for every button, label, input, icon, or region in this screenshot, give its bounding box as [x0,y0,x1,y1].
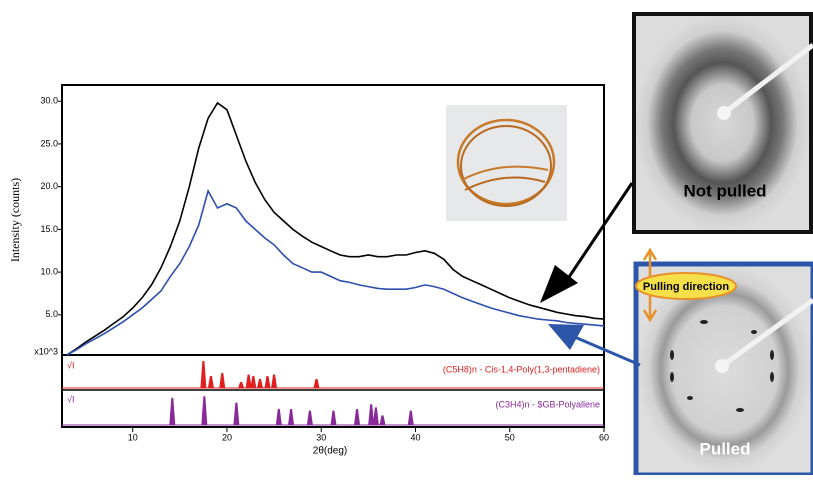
data-line [66,101,605,356]
y-tick-label: 10.0 [40,266,58,276]
peak [330,410,337,425]
peak [354,409,361,425]
image-not-pulled: Not pulled [632,12,813,234]
peak [275,409,282,425]
panel-y-label: √I [67,394,74,404]
y-tick-label: 15.0 [40,224,58,234]
direction-badge [635,272,737,300]
peak [288,409,295,425]
x-tick-label: 10 [128,432,138,442]
band [456,118,556,206]
pointer-arrow [563,182,634,284]
peak [368,404,375,425]
beamstop [722,43,813,115]
pointer-arrow [569,333,641,367]
data-line [66,188,605,356]
peak [238,382,245,388]
peak [313,379,320,388]
x-tick-label: 50 [505,432,515,442]
peak [233,402,240,425]
peak [264,376,271,388]
panel-y-label: √I [67,360,74,370]
direction-label: Pulling direction [643,281,729,293]
x-tick-label: 40 [410,432,420,442]
pointer-head [540,265,578,303]
y-multiplier: x10^3 [34,346,58,356]
pulling-direction: Pulling direction [635,247,737,323]
panel-title: (C5H8)n - Cis-1,4-Poly(1,3-pentadiene) [443,364,600,374]
peak [306,410,313,425]
peak [169,397,176,425]
x-axis-label: 2θ(deg) [313,446,347,457]
x-tick-label: 30 [316,432,326,442]
plot-frame [61,84,605,428]
y-tick-label: 25.0 [40,138,58,148]
peak [379,415,386,425]
band [461,165,549,181]
reflections [670,320,774,412]
image-label: Pulled [699,439,750,458]
beamstop [717,106,731,120]
peak [250,376,257,388]
y-tick-label: 30.0 [40,96,58,106]
y-axis-label: Intensity (counts) [8,178,22,262]
image-label: Not pulled [683,181,766,200]
diffraction-image [632,12,813,234]
peak [201,396,208,425]
peak [219,373,226,388]
peak [256,379,263,388]
y-tick-label: 5.0 [45,309,58,319]
peak [245,374,252,388]
x-tick-label: 60 [599,432,609,442]
photo-bg [446,105,567,221]
y-tick-label: 20.0 [40,181,58,191]
band [460,125,552,207]
pointer-head [548,324,584,350]
peak [207,376,214,388]
panel-title: (C3H4)n - $GB-Polyallene [495,399,600,409]
beamstop [715,359,729,373]
peak [200,361,207,388]
x-tick-label: 20 [222,432,232,442]
peak [372,407,379,425]
peak [407,410,414,425]
peak [271,374,278,388]
sample-photo [446,105,567,221]
band [464,176,546,191]
beamstop [720,297,813,369]
